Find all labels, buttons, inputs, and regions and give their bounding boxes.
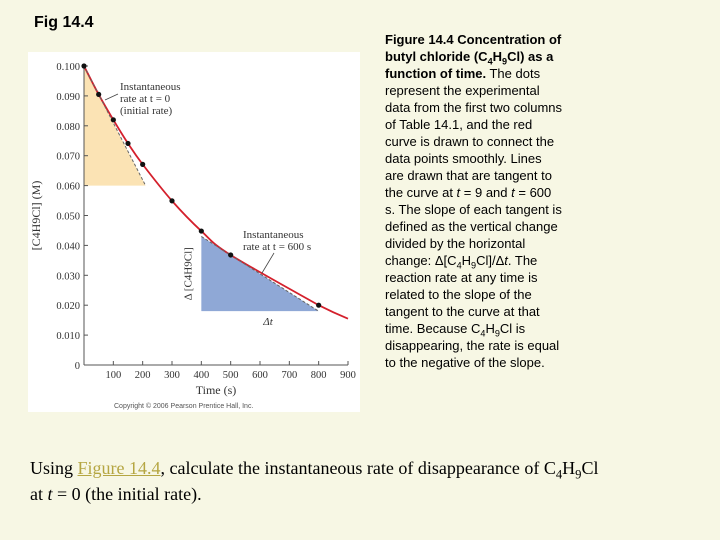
figure-caption: Figure 14.4 Concentration of butyl chlor… [385,31,563,371]
caption-title: Figure 14.4 Concentration of butyl chlor… [385,32,562,81]
later-tangent-line [201,236,319,312]
x-tick-label: 100 [105,370,121,381]
question-text: Using Figure 14.4, calculate the instant… [30,458,599,504]
figure-label: Fig 14.4 [34,14,94,31]
y-tick-label: 0.090 [56,92,80,103]
y-tick-label: 0.070 [56,152,80,163]
x-tick-label: 600 [252,370,268,381]
y-tick-label: 0.100 [56,62,80,73]
y-tick-label: 0.050 [56,212,80,223]
data-point [110,117,116,123]
initial-rate-annotation: Instantaneous rate at t = 0 (initial rate) [120,81,180,117]
x-tick-label: 500 [223,370,239,381]
data-point [125,140,131,147]
x-tick-label: 900 [340,370,356,381]
concentration-curve [83,65,349,320]
delta-time-label: Δt [262,316,273,328]
y-tick-label: 0.020 [56,301,80,312]
x-tick-label: 800 [311,370,327,381]
x-tick-label: 400 [193,370,209,381]
concentration-chart: 0 0.010 0.020 0.030 0.040 0.050 0.060 0.070 0.08… [29,62,356,410]
y-tick-label: 0.080 [56,122,80,133]
data-point [81,63,87,69]
data-point [140,161,146,167]
data-point [169,198,175,204]
y-tick-label: 0.030 [56,271,80,282]
y-tick-label: 0.010 [56,331,80,342]
caption-body: The dots represent the experimental data… [385,66,563,370]
y-axis-label: [C4H9Cl] (M) [29,181,43,251]
initial-tangent-line [83,65,147,186]
data-point [198,228,204,234]
data-point [96,91,102,98]
x-tick-label: 300 [164,370,180,381]
later-rate-pointer [261,252,275,274]
y-tick-label: 0.040 [56,241,80,252]
initial-rate-pointer [104,93,119,101]
data-point [228,252,234,258]
x-axis-label: Time (s) [196,383,237,397]
data-point [316,302,322,308]
copyright-notice: Copyright © 2006 Pearson Prentice Hall, … [114,402,253,410]
later-rate-annotation: Instantaneous rate at t = 600 s [243,229,311,253]
chart-panel: 0 0.010 0.020 0.030 0.040 0.050 0.060 0.070 0.08… [28,52,360,412]
delta-concentration-label: Δ [C4H9Cl] [182,247,194,300]
x-tick-label: 200 [135,370,151,381]
y-tick-label: 0 [75,361,80,372]
y-tick-label: 0.060 [56,182,80,193]
x-tick-label: 700 [281,370,297,381]
figure-link[interactable]: Figure 14.4 [77,458,161,478]
